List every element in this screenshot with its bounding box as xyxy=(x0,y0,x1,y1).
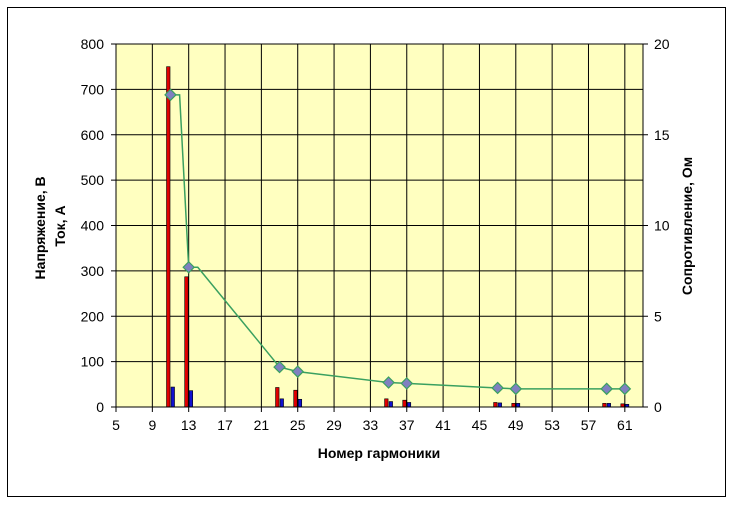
x-tick-label: 25 xyxy=(290,417,306,433)
y-tick-label: 700 xyxy=(81,81,105,97)
y-tick-label: 600 xyxy=(81,127,105,143)
x-tick-label: 13 xyxy=(181,417,197,433)
voltage-bar xyxy=(384,398,389,408)
current-bar xyxy=(297,398,303,408)
resistance-polyline xyxy=(170,94,625,390)
y2-tick-label: 10 xyxy=(654,218,670,234)
resistance-marker xyxy=(291,365,305,378)
y-axis-title-line-2: Ток, А xyxy=(52,205,68,246)
x-tick-label: 37 xyxy=(399,417,415,433)
y-axis-title-line-1: Напряжение, В xyxy=(32,176,48,279)
y2-tick-label: 15 xyxy=(654,127,670,143)
y2-tick-label: 20 xyxy=(654,36,670,52)
resistance-markers xyxy=(164,88,632,396)
y-axis-title: Напряжение, В Ток, А xyxy=(32,172,68,279)
resistance-line xyxy=(170,94,625,390)
resistance-marker xyxy=(618,382,632,396)
x-tick-label: 17 xyxy=(217,417,233,433)
resistance-marker xyxy=(509,382,523,396)
y2-tick-label: 0 xyxy=(654,399,662,415)
resistance-marker xyxy=(273,360,286,374)
x-tick-label: 53 xyxy=(544,417,560,433)
current-bar xyxy=(388,401,393,408)
y2-tick-label: 5 xyxy=(654,308,662,324)
y-tick-label: 200 xyxy=(81,308,105,324)
current-bar xyxy=(606,403,611,408)
plot-border xyxy=(115,43,644,408)
voltage-bar xyxy=(293,389,298,408)
current-bar xyxy=(170,386,175,408)
voltage-bar xyxy=(511,403,516,408)
resistance-marker xyxy=(491,381,504,395)
current-bar xyxy=(515,403,521,408)
x-tick-label: 61 xyxy=(617,417,633,433)
y2-axis-title: Сопротивление, Ом xyxy=(679,157,695,295)
y-tick-label: 100 xyxy=(81,354,105,370)
voltage-bar xyxy=(493,402,498,408)
x-tick-label: 33 xyxy=(363,417,379,433)
current-bar xyxy=(406,402,412,408)
resistance-marker xyxy=(164,88,177,102)
current-bar xyxy=(188,390,193,408)
y-tick-label: 500 xyxy=(81,172,105,188)
x-tick-label: 45 xyxy=(472,417,488,433)
resistance-marker xyxy=(182,260,196,274)
grid-lines xyxy=(111,43,648,412)
resistance-marker xyxy=(400,377,414,390)
y-tick-labels: 0 100 200 300 400 500 600 700 800 xyxy=(81,36,105,415)
voltage-bar xyxy=(184,276,189,408)
x-tick-label: 9 xyxy=(148,417,156,433)
voltage-bar xyxy=(402,399,407,408)
y2-tick-labels: 0 5 10 15 20 xyxy=(654,36,670,415)
x-tick-label: 29 xyxy=(326,417,342,433)
bars xyxy=(166,66,630,408)
x-tick-label: 21 xyxy=(254,417,270,433)
current-bar xyxy=(497,402,502,408)
y-tick-label: 800 xyxy=(81,36,105,52)
x-tick-label: 57 xyxy=(581,417,597,433)
x-tick-label: 41 xyxy=(435,417,451,433)
x-tick-label: 49 xyxy=(508,417,524,433)
voltage-bar xyxy=(602,403,607,408)
resistance-marker xyxy=(600,382,614,396)
x-axis-title: Номер гармоники xyxy=(318,445,440,461)
x-tick-label: 5 xyxy=(112,417,120,433)
y-tick-label: 400 xyxy=(81,218,105,234)
y-tick-label: 0 xyxy=(96,399,104,415)
y-tick-label: 300 xyxy=(81,263,105,279)
current-bar xyxy=(279,398,284,408)
x-tick-labels: 5 9 13 17 21 25 29 33 37 41 45 49 53 57 61 xyxy=(112,417,633,433)
resistance-marker xyxy=(382,376,395,389)
voltage-bar xyxy=(166,66,171,408)
voltage-bar xyxy=(275,387,280,408)
